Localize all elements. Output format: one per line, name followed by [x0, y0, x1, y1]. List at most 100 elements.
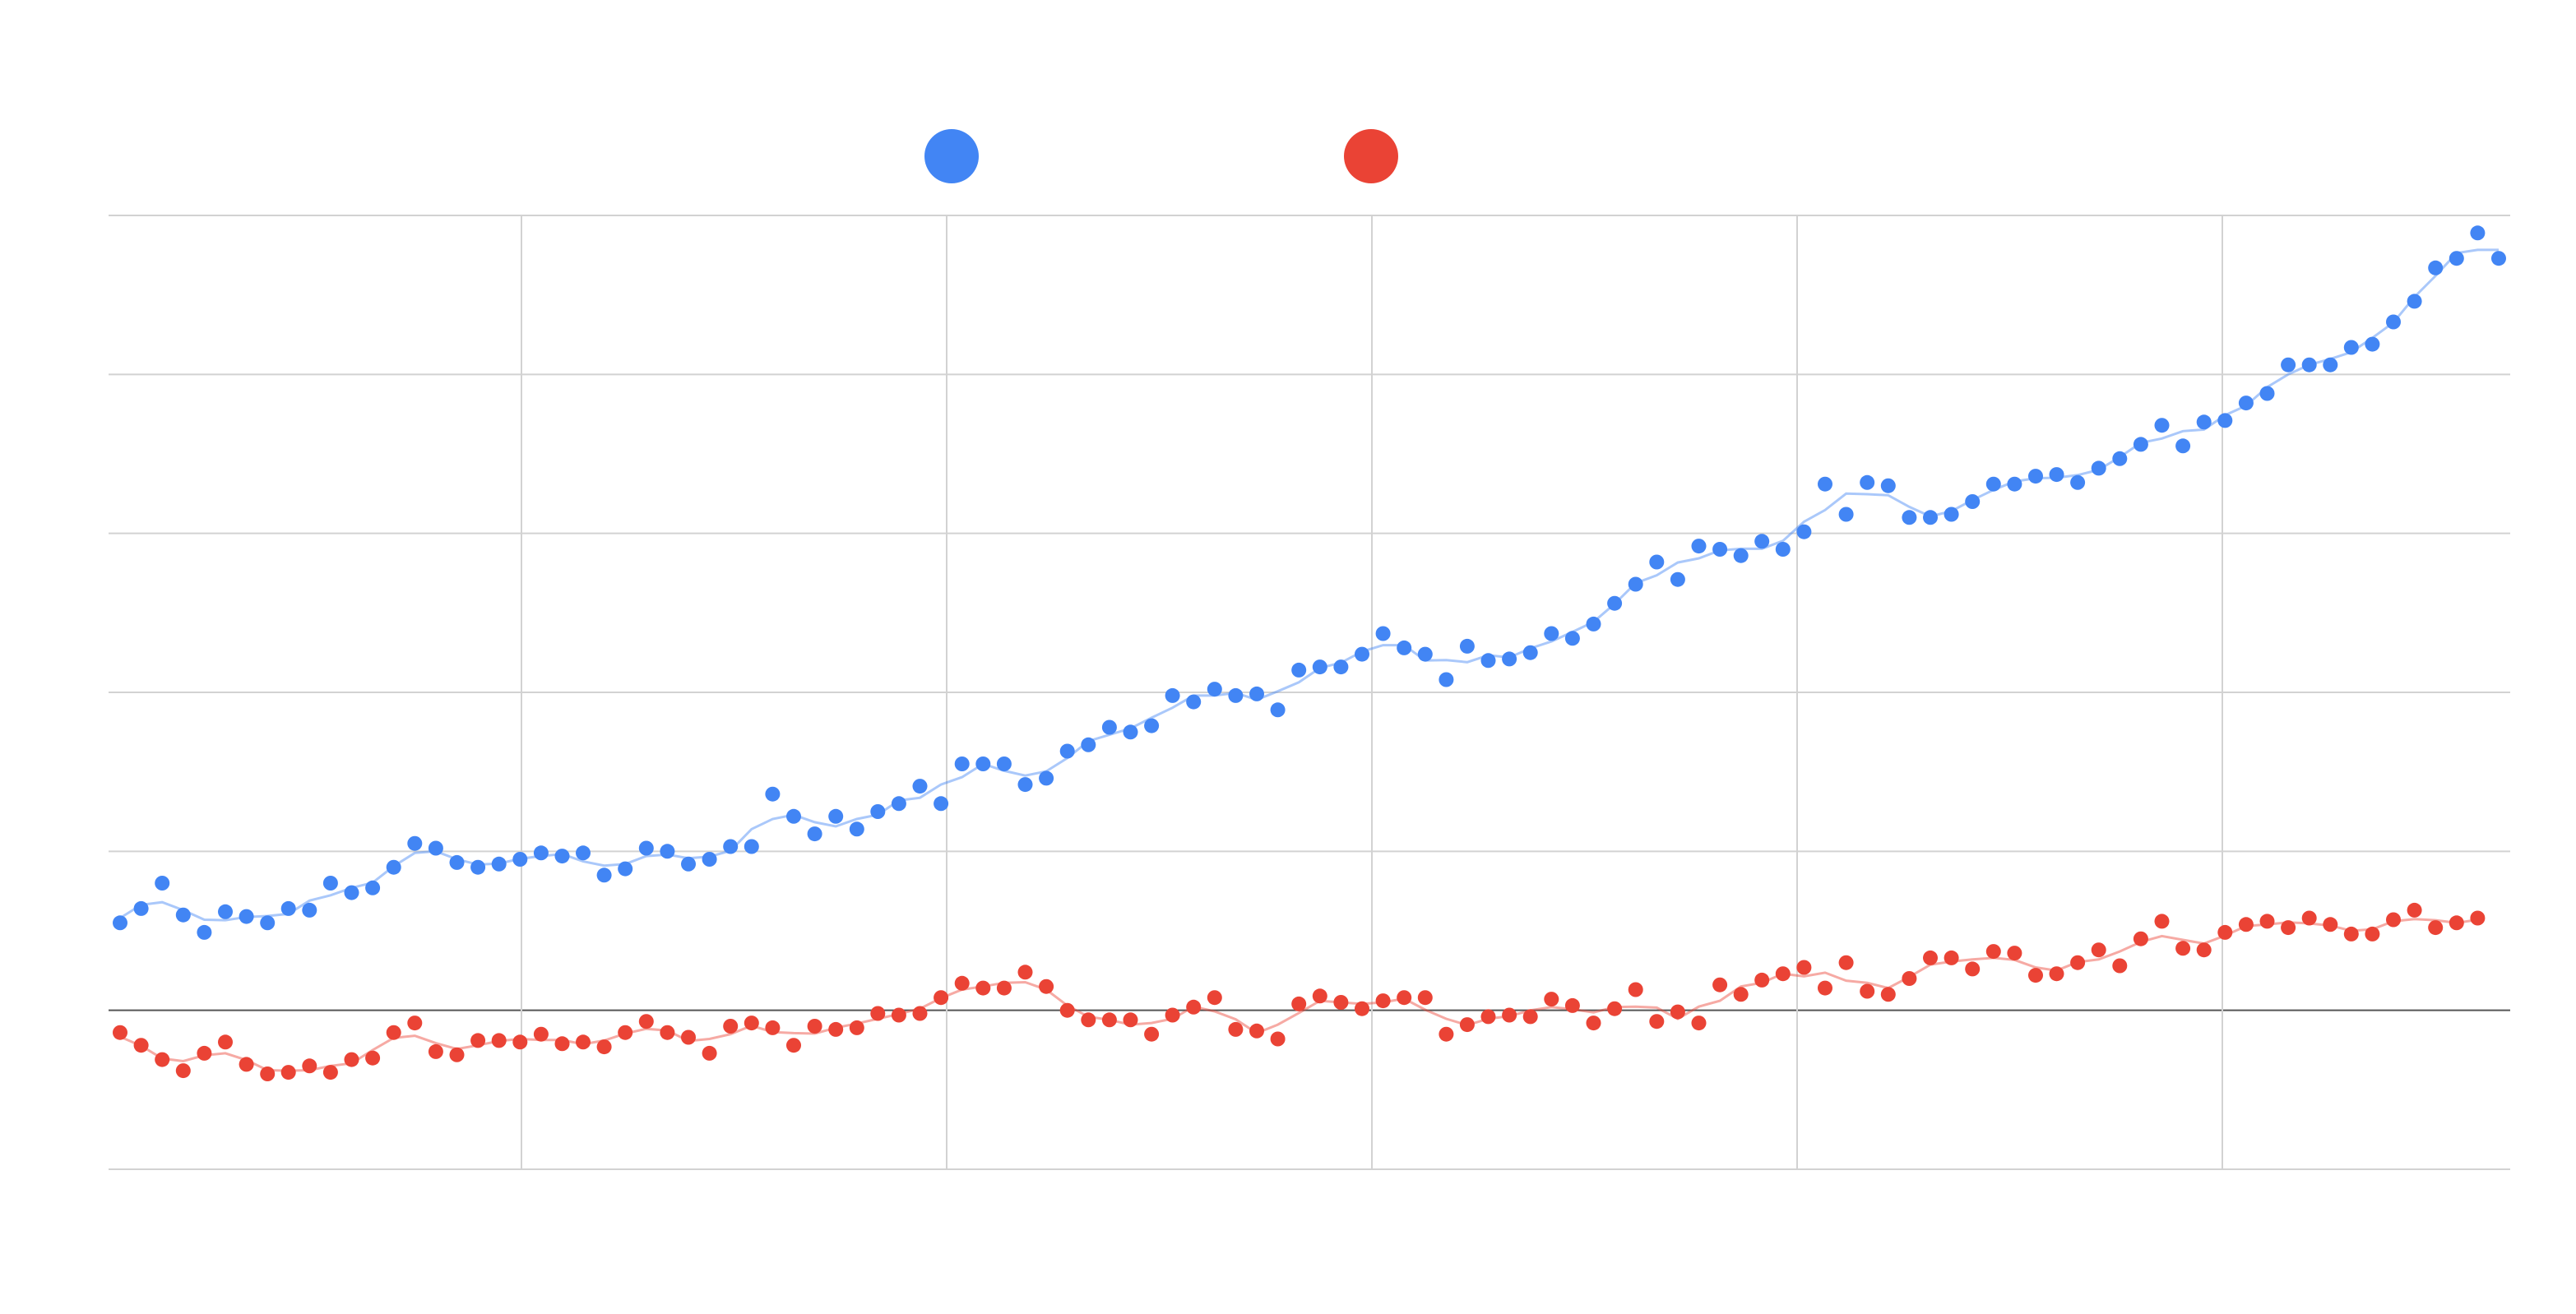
data-point-series-1[interactable] [1754, 534, 1770, 549]
data-point-series-1[interactable] [2428, 260, 2444, 275]
data-point-series-2[interactable] [1502, 1007, 1517, 1023]
data-point-series-2[interactable] [1649, 1014, 1665, 1029]
data-point-series-1[interactable] [1249, 686, 1264, 701]
data-point-series-2[interactable] [849, 1020, 864, 1035]
data-point-series-2[interactable] [491, 1033, 507, 1048]
data-point-series-1[interactable] [934, 796, 949, 812]
data-point-series-2[interactable] [1775, 966, 1791, 982]
data-point-series-2[interactable] [175, 1063, 191, 1079]
data-point-series-2[interactable] [1059, 1002, 1075, 1018]
data-point-series-2[interactable] [239, 1057, 254, 1072]
data-point-series-2[interactable] [1544, 992, 1559, 1007]
data-point-series-1[interactable] [2091, 460, 2106, 476]
data-point-series-2[interactable] [1902, 971, 1917, 986]
data-point-series-1[interactable] [2175, 438, 2191, 454]
data-point-series-2[interactable] [218, 1034, 233, 1050]
data-point-series-2[interactable] [344, 1052, 359, 1067]
data-point-series-1[interactable] [1459, 638, 1475, 654]
data-point-series-1[interactable] [828, 808, 844, 824]
data-point-series-2[interactable] [1397, 990, 1412, 1006]
data-point-series-1[interactable] [1291, 662, 1307, 678]
data-point-series-2[interactable] [2323, 917, 2338, 932]
data-point-series-2[interactable] [428, 1043, 443, 1059]
data-point-series-1[interactable] [1439, 672, 1454, 687]
data-point-series-2[interactable] [1123, 1012, 1138, 1028]
data-point-series-1[interactable] [2154, 418, 2170, 433]
data-point-series-1[interactable] [1333, 659, 1349, 675]
data-point-series-1[interactable] [681, 856, 696, 872]
data-point-series-2[interactable] [260, 1066, 276, 1081]
data-point-series-1[interactable] [386, 859, 401, 875]
data-point-series-2[interactable] [702, 1045, 717, 1061]
data-point-series-2[interactable] [1186, 999, 1202, 1015]
data-point-series-1[interactable] [596, 868, 612, 883]
data-point-series-2[interactable] [2386, 912, 2401, 928]
data-point-series-1[interactable] [618, 861, 633, 877]
data-point-series-1[interactable] [1944, 507, 1959, 522]
data-point-series-1[interactable] [2470, 225, 2486, 241]
data-point-series-2[interactable] [723, 1019, 739, 1034]
data-point-series-2[interactable] [828, 1021, 844, 1037]
data-point-series-2[interactable] [470, 1033, 486, 1048]
data-point-series-1[interactable] [113, 915, 127, 931]
data-point-series-1[interactable] [996, 756, 1012, 771]
data-point-series-2[interactable] [280, 1065, 296, 1080]
data-point-series-2[interactable] [596, 1039, 612, 1055]
data-point-series-1[interactable] [1818, 476, 1832, 492]
data-point-series-2[interactable] [2281, 920, 2296, 936]
data-point-series-2[interactable] [934, 990, 949, 1006]
data-point-series-2[interactable] [2112, 958, 2128, 974]
data-point-series-1[interactable] [2365, 336, 2380, 352]
data-point-series-2[interactable] [1733, 987, 1749, 1002]
data-point-series-2[interactable] [2470, 910, 2486, 926]
data-point-series-2[interactable] [2049, 966, 2064, 982]
data-point-series-1[interactable] [1586, 616, 1601, 632]
data-point-series-1[interactable] [638, 840, 654, 856]
data-point-series-2[interactable] [1838, 955, 1854, 970]
data-point-series-2[interactable] [1312, 988, 1327, 1004]
data-point-series-1[interactable] [512, 852, 528, 867]
data-point-series-1[interactable] [1607, 595, 1623, 611]
data-point-series-1[interactable] [660, 844, 675, 859]
data-point-series-1[interactable] [1144, 718, 1160, 733]
data-point-series-1[interactable] [2070, 474, 2086, 490]
data-point-series-1[interactable] [2259, 386, 2275, 401]
data-point-series-1[interactable] [1081, 737, 1096, 752]
data-point-series-1[interactable] [1880, 478, 1896, 493]
data-point-series-2[interactable] [1965, 961, 1981, 977]
data-point-series-1[interactable] [912, 779, 928, 794]
data-point-series-1[interactable] [1649, 554, 1665, 570]
data-point-series-1[interactable] [870, 804, 886, 819]
data-point-series-1[interactable] [1059, 743, 1075, 759]
data-point-series-1[interactable] [1480, 653, 1496, 669]
data-point-series-1[interactable] [1312, 659, 1327, 675]
data-point-series-2[interactable] [1165, 1007, 1180, 1023]
data-point-series-1[interactable] [2386, 314, 2401, 330]
data-point-series-2[interactable] [1101, 1012, 1117, 1028]
data-point-series-1[interactable] [2112, 451, 2128, 466]
data-point-series-2[interactable] [1628, 982, 1643, 997]
data-point-series-2[interactable] [1417, 990, 1433, 1006]
data-point-series-1[interactable] [576, 845, 591, 861]
data-point-series-1[interactable] [2491, 251, 2506, 266]
data-point-series-1[interactable] [175, 907, 191, 923]
data-point-series-2[interactable] [1375, 993, 1391, 1009]
data-point-series-1[interactable] [1207, 682, 1222, 697]
data-point-series-1[interactable] [2407, 294, 2422, 309]
data-point-series-1[interactable] [891, 796, 906, 812]
data-point-series-2[interactable] [2175, 941, 2191, 956]
data-point-series-1[interactable] [1902, 510, 1917, 525]
data-point-series-2[interactable] [2407, 902, 2422, 918]
data-point-series-1[interactable] [1965, 494, 1981, 509]
data-point-series-1[interactable] [1670, 571, 1685, 587]
data-point-series-2[interactable] [1270, 1031, 1286, 1047]
data-point-series-1[interactable] [2217, 413, 2233, 428]
data-point-series-1[interactable] [1923, 510, 1938, 525]
data-point-series-2[interactable] [2154, 914, 2170, 929]
data-point-series-2[interactable] [786, 1038, 801, 1053]
data-point-series-1[interactable] [2281, 357, 2296, 372]
data-point-series-2[interactable] [912, 1006, 928, 1021]
data-point-series-2[interactable] [449, 1047, 465, 1062]
data-point-series-2[interactable] [1796, 960, 1812, 975]
data-point-series-2[interactable] [302, 1058, 317, 1074]
